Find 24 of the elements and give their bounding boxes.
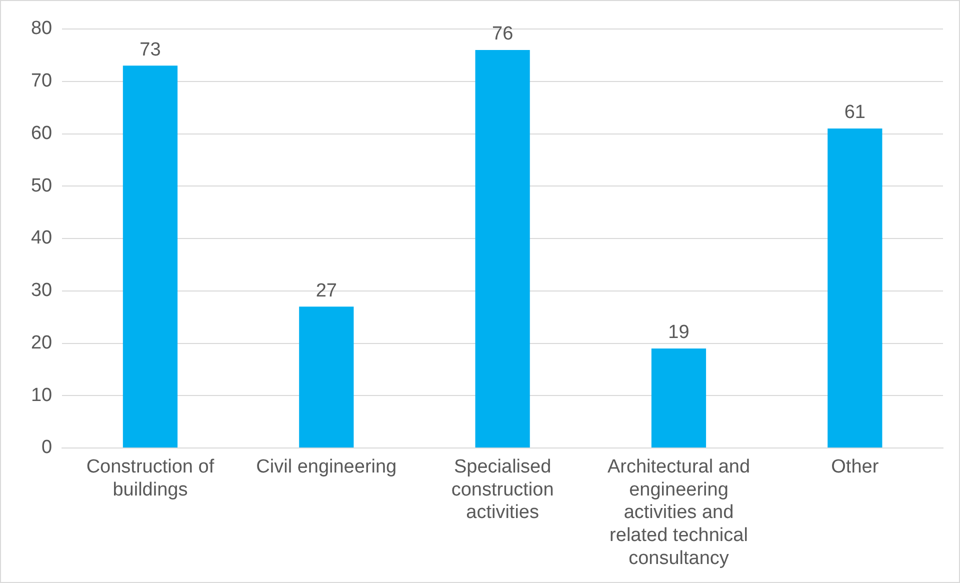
y-tick-label: 70	[30, 70, 52, 92]
bar	[299, 306, 354, 448]
data-label: 73	[140, 39, 161, 60]
x-tick-label: Construction of buildings	[86, 456, 215, 500]
x-tick-label: Civil engineering	[256, 456, 397, 478]
y-tick-label: 50	[30, 175, 52, 196]
data-label: 19	[668, 322, 690, 344]
y-tick-label: 10	[30, 384, 52, 406]
x-tick-label: Other	[831, 456, 880, 478]
bar	[651, 348, 706, 448]
bar	[122, 66, 178, 448]
x-tick-label: Architectural and engineering activities and related technical consultancy	[607, 456, 750, 569]
y-tick-label: 30	[30, 280, 52, 302]
data-label: 76	[492, 24, 514, 45]
y-tick-label: 80	[30, 18, 52, 40]
data-label: 61	[844, 102, 866, 124]
data-label: 27	[316, 280, 337, 302]
x-tick-label: Specialised construction activities	[451, 456, 554, 524]
y-tick-label: 20	[30, 332, 52, 354]
y-tick-label: 0	[42, 437, 52, 458]
bar	[475, 50, 530, 448]
y-tick-label: 40	[30, 228, 52, 249]
y-tick-label: 60	[30, 122, 52, 144]
bar	[828, 128, 882, 448]
